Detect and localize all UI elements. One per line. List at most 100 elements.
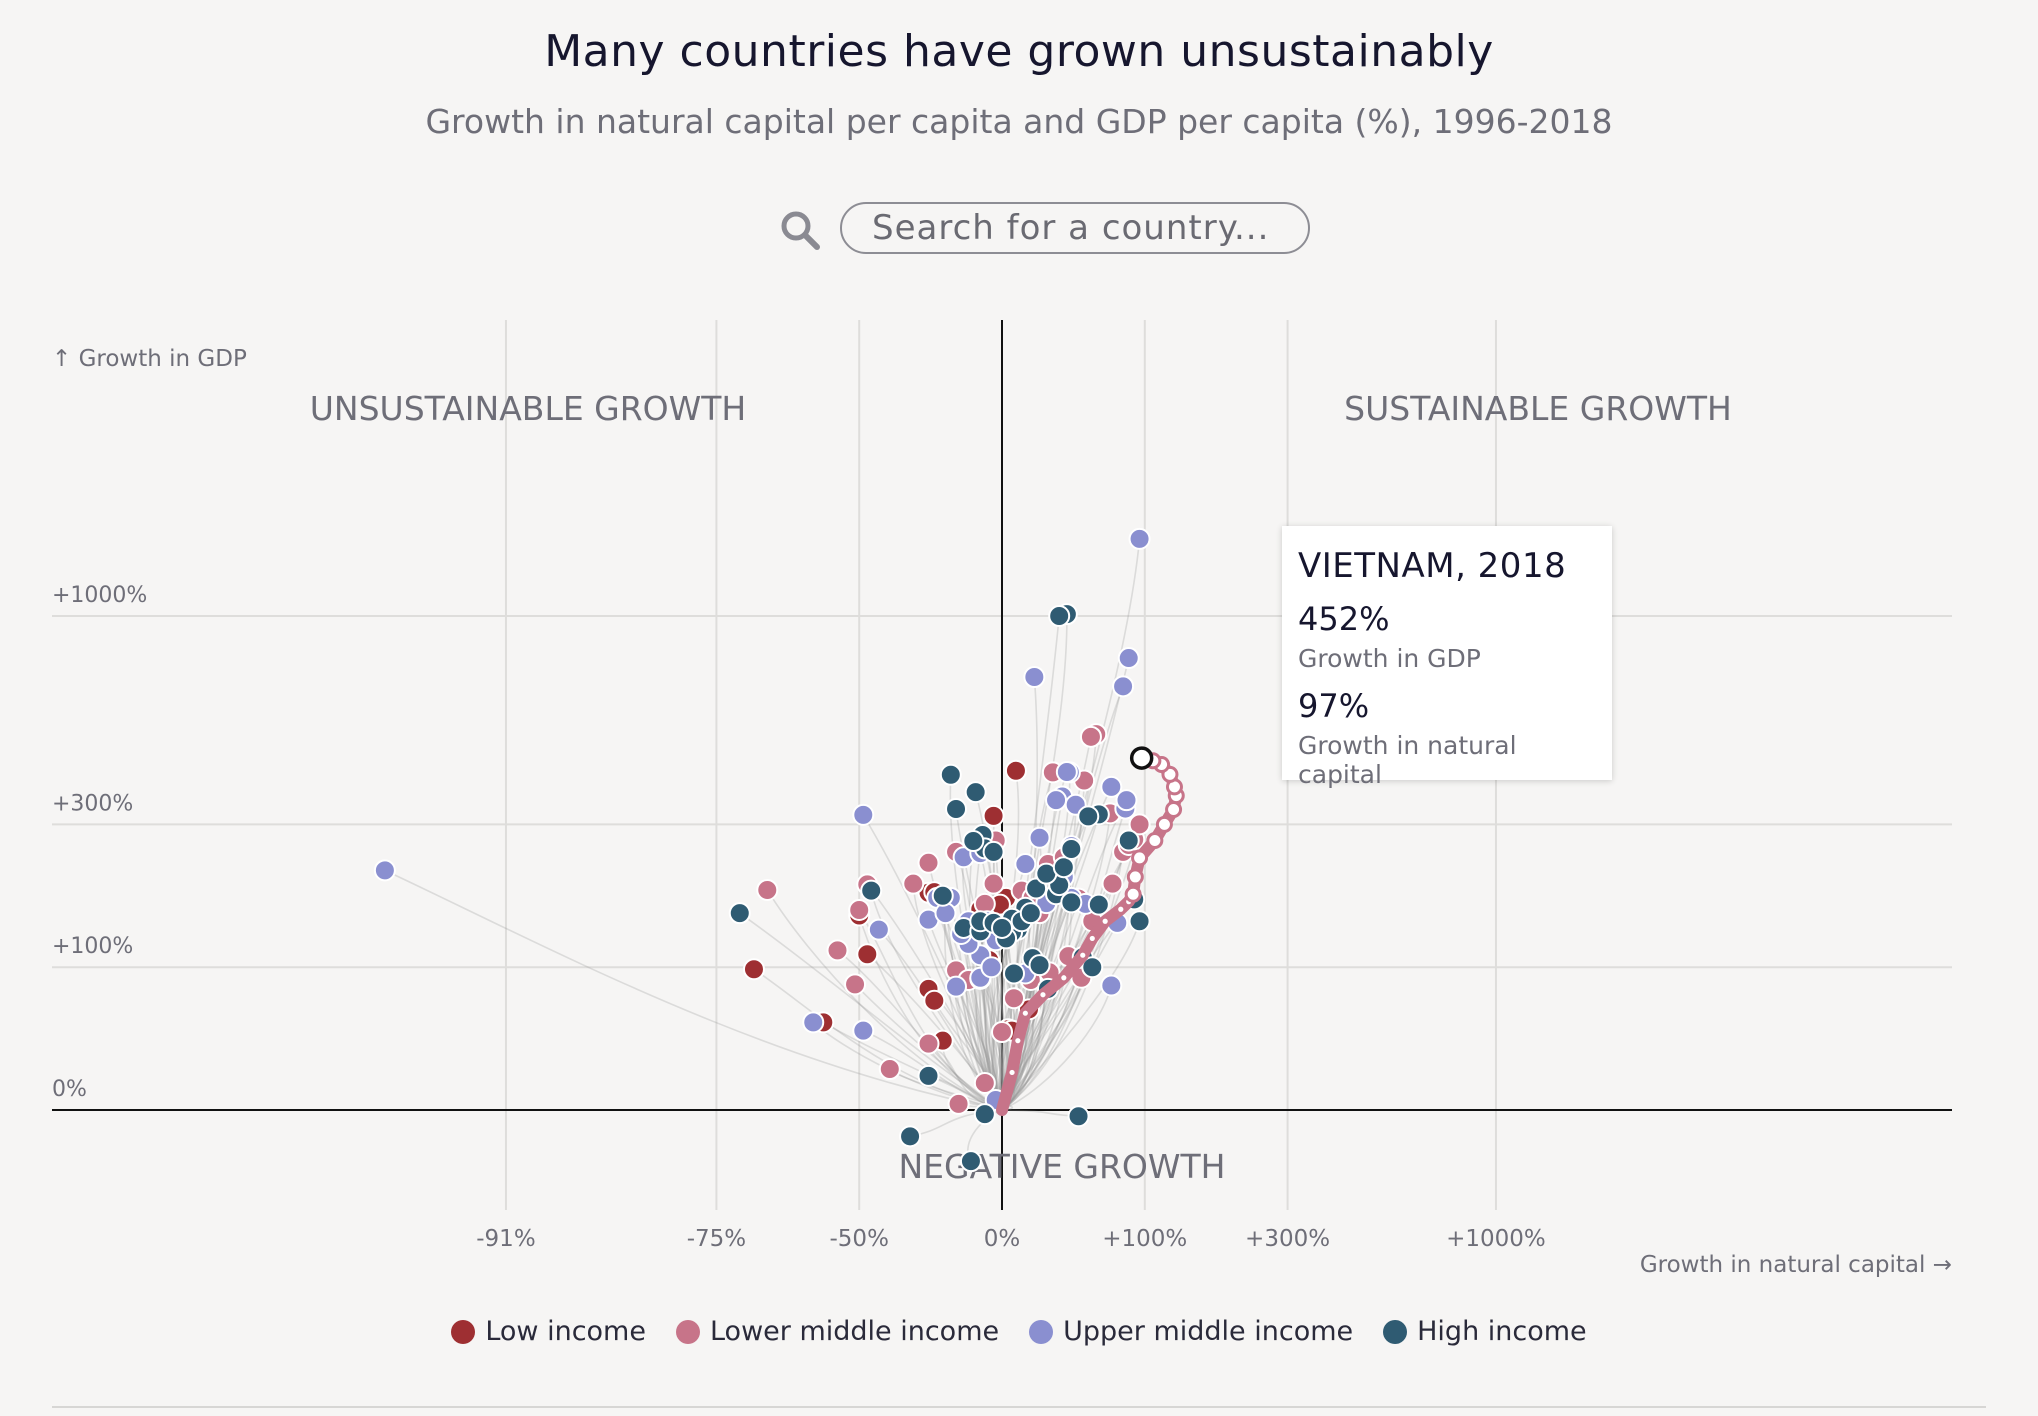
quadrant-label-unsustainable: UNSUSTAINABLE GROWTH [310, 389, 747, 428]
search-input[interactable] [840, 202, 1310, 254]
country-point [1028, 954, 1051, 977]
country-point [1067, 1105, 1090, 1128]
tooltip-gdp-label: Growth in GDP [1298, 644, 1481, 673]
y-tick-label: +1000% [52, 583, 147, 608]
country-point [1081, 956, 1104, 979]
vietnam-point [1102, 918, 1108, 924]
country-point [945, 798, 968, 821]
x-tick-label: +1000% [1446, 1226, 1546, 1252]
vietnam-point [1040, 992, 1046, 998]
quadrant-label-negative: NEGATIVE GROWTH [898, 1147, 1225, 1186]
country-point [878, 1058, 901, 1081]
x-tick-label: +100% [1102, 1226, 1187, 1252]
vietnam-point [1165, 801, 1183, 819]
vietnam-point [1118, 906, 1124, 912]
country-point [947, 1092, 970, 1115]
vietnam-point [1126, 868, 1144, 886]
country-point [931, 884, 954, 907]
country-point [1077, 805, 1100, 828]
trajectory-line [766, 889, 1003, 1111]
vietnam-point [1015, 1038, 1021, 1044]
country-point [1101, 872, 1124, 895]
country-point [982, 840, 1005, 863]
x-axis-label: Growth in natural capital → [1640, 1252, 1952, 1278]
tooltip-nc-value: 97% [1298, 687, 1370, 725]
vietnam-point-selected [1129, 746, 1154, 770]
y-tick-label: +100% [52, 934, 133, 959]
search-icon[interactable] [778, 208, 822, 252]
legend-item-lower-middle-income[interactable]: Lower middle income [675, 1316, 1000, 1347]
trajectory-line [1001, 921, 1141, 1111]
country-point [728, 902, 751, 925]
country-point [1128, 813, 1151, 836]
tooltip: VIETNAM, 2018 452% Growth in GDP 97% Gro… [1282, 526, 1612, 789]
country-point [1060, 891, 1083, 914]
country-point [917, 1064, 940, 1087]
country-point [1115, 789, 1138, 812]
vietnam-point [1146, 831, 1164, 849]
trajectory-line [739, 912, 1003, 1111]
country-point [1045, 789, 1068, 812]
country-point [1004, 759, 1027, 782]
country-point [899, 1125, 922, 1148]
trajectory-line [1001, 985, 1113, 1111]
country-point [1023, 666, 1046, 689]
country-point [1060, 838, 1083, 861]
tooltip-gdp-value: 452% [1298, 600, 1390, 638]
legend: Low income Lower middle income Upper mid… [0, 1316, 2038, 1347]
country-point [923, 989, 946, 1012]
legend-swatch [1029, 1319, 1054, 1344]
trajectory-line [837, 949, 1003, 1111]
country-point [1079, 725, 1102, 748]
vietnam-point [1080, 952, 1086, 958]
legend-item-high-income[interactable]: High income [1383, 1316, 1587, 1347]
country-point [826, 939, 849, 962]
country-point [959, 1150, 982, 1173]
country-point [917, 851, 940, 874]
country-point [1052, 856, 1075, 879]
country-point [1128, 527, 1151, 550]
country-point [945, 975, 968, 998]
trajectory-line [1001, 900, 1073, 1111]
x-tick-label: -75% [687, 1226, 746, 1252]
legend-label: Low income [485, 1316, 646, 1347]
country-point [1003, 987, 1026, 1010]
legend-item-low-income[interactable]: Low income [451, 1316, 646, 1347]
country-point [980, 956, 1003, 979]
legend-label: Upper middle income [1063, 1316, 1354, 1347]
x-tick-label: -91% [476, 1226, 535, 1252]
country-point [1117, 647, 1140, 670]
country-point [802, 1011, 825, 1034]
vietnam-point [1089, 935, 1095, 942]
country-point [742, 958, 765, 981]
vietnam-point [1131, 849, 1149, 867]
country-point [1048, 605, 1071, 628]
country-point [1112, 675, 1135, 698]
legend-swatch [1383, 1319, 1408, 1344]
x-tick-label: -50% [830, 1226, 889, 1252]
country-point [1087, 893, 1110, 916]
country-point [1014, 853, 1037, 876]
country-point [1019, 902, 1042, 925]
legend-item-upper-middle-income[interactable]: Upper middle income [1029, 1316, 1353, 1347]
vietnam-point [1022, 1010, 1028, 1016]
legend-label: Lower middle income [709, 1316, 1000, 1347]
country-point [1100, 775, 1123, 798]
trajectory-line [1001, 901, 1073, 1111]
country-point [1055, 760, 1078, 783]
country-point [962, 830, 985, 853]
country-point [373, 859, 396, 882]
trajectory-line [858, 915, 1003, 1111]
legend-label: High income [1417, 1316, 1587, 1347]
x-tick-label: +300% [1245, 1226, 1330, 1252]
vietnam-point [1061, 975, 1067, 981]
bottom-divider [52, 1406, 1986, 1408]
legend-swatch [451, 1319, 476, 1344]
country-point [964, 781, 987, 804]
country-point [867, 918, 890, 941]
country-point [1100, 974, 1123, 997]
country-point [1117, 829, 1140, 852]
country-point [973, 1103, 996, 1126]
trajectory-line [995, 770, 1020, 1111]
trajectory-line [1001, 897, 1073, 1111]
